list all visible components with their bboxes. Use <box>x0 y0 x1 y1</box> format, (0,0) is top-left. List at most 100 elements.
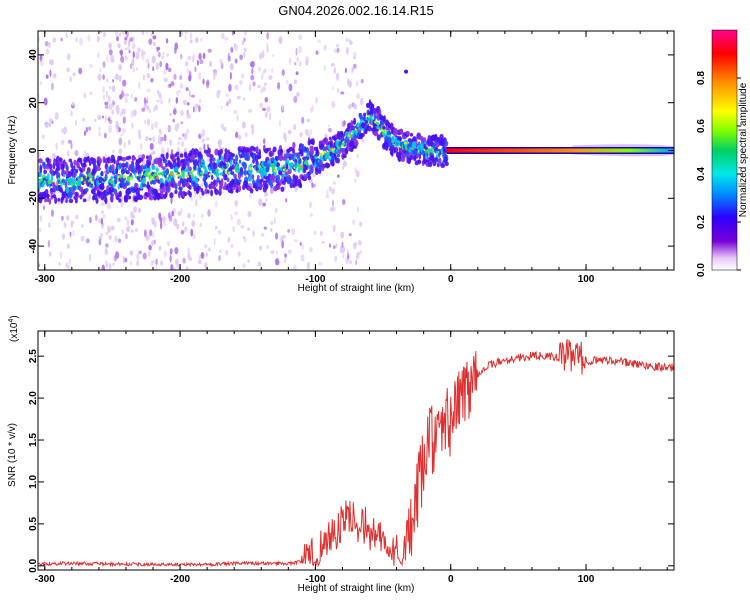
spectral-noise-mark <box>344 67 347 73</box>
spectral-noise-mark <box>70 220 74 228</box>
spectral-band-mark <box>289 182 294 189</box>
colorbar-gradient <box>711 29 738 271</box>
spectral-noise-mark <box>148 38 153 45</box>
spectral-noise-mark <box>243 37 246 43</box>
spectral-noise-mark <box>217 229 222 235</box>
spectral-noise-mark <box>182 257 186 264</box>
spectral-noise-mark <box>287 129 292 135</box>
spectral-noise-mark <box>355 259 358 266</box>
spectral-noise-mark <box>231 31 235 36</box>
spectral-noise-mark <box>101 264 105 270</box>
spectral-noise-mark <box>158 128 162 134</box>
spectral-noise-mark <box>281 69 285 76</box>
spectral-noise-mark <box>126 219 130 226</box>
spectral-band-mark <box>183 191 188 197</box>
spectral-noise-mark <box>130 261 133 266</box>
spectral-noise-mark <box>309 201 312 209</box>
spectral-noise-mark <box>179 75 183 81</box>
spectral-noise-mark <box>306 118 311 123</box>
spectral-noise-mark <box>148 109 152 114</box>
spectral-noise-mark <box>108 235 112 240</box>
spectral-peak-mark <box>319 152 323 156</box>
spectral-noise-mark <box>98 218 101 224</box>
spectral-noise-mark <box>266 45 269 54</box>
spectral-noise-mark <box>219 249 222 253</box>
spectral-noise-mark <box>270 250 275 255</box>
spectral-noise-mark <box>200 37 203 42</box>
spectral-noise-mark <box>121 229 124 235</box>
spectral-noise-mark <box>236 114 239 122</box>
spectral-band-mark <box>397 155 402 162</box>
spectral-noise-mark <box>327 124 330 128</box>
spectral-noise-mark <box>236 95 241 100</box>
spectral-band-mark <box>240 146 244 151</box>
spectral-noise-mark <box>124 257 128 263</box>
spectral-noise-mark <box>252 230 255 237</box>
spectral-noise-mark <box>340 231 344 239</box>
spectral-noise-mark <box>63 221 67 229</box>
snr-multiplier-exp: 4 <box>8 319 15 323</box>
spectral-noise-mark <box>70 110 73 117</box>
spectral-noise-mark <box>163 217 167 221</box>
spectral-noise-mark <box>152 35 157 40</box>
spectral-band-mark <box>315 168 319 176</box>
spectral-noise-mark <box>152 41 156 47</box>
spectral-band-mark <box>215 168 219 173</box>
spectral-noise-mark <box>207 48 212 53</box>
spectral-noise-mark <box>355 80 358 87</box>
spectral-noise-mark <box>122 31 125 35</box>
spectral-noise-mark <box>52 37 57 43</box>
snr-multiplier-base: (x10 <box>9 322 20 342</box>
spectral-noise-mark <box>228 98 232 105</box>
spectral-noise-mark <box>43 97 48 106</box>
spectral-band-mark <box>229 188 234 194</box>
spectral-noise-mark <box>131 42 136 50</box>
spectral-band-mark <box>281 180 286 185</box>
spectral-peak-mark <box>48 181 52 185</box>
spectral-noise-mark <box>105 90 109 98</box>
spectral-band-mark <box>336 153 341 158</box>
spectral-noise-mark <box>124 93 130 97</box>
spectral-band-mark <box>333 152 337 159</box>
spectral-band-mark <box>328 136 332 141</box>
spectral-noise-mark <box>190 228 194 237</box>
spectral-band-mark <box>111 195 114 203</box>
spectral-band-mark <box>261 178 264 183</box>
spectral-noise-mark <box>309 129 313 136</box>
spectral-band-mark <box>68 198 74 204</box>
spectral-noise-mark <box>122 128 126 134</box>
spectral-noise-mark <box>65 32 68 39</box>
spectral-band-mark <box>165 162 168 168</box>
spectral-noise-mark <box>148 250 151 258</box>
spectral-noise-mark <box>235 131 239 139</box>
spectral-band-mark <box>240 149 246 154</box>
spectral-noise-mark <box>243 47 247 53</box>
spectral-peak-mark <box>129 176 133 180</box>
spectral-noise-mark <box>301 243 304 251</box>
spectral-peak-mark <box>382 134 387 138</box>
spectral-noise-mark <box>328 186 332 192</box>
spectral-noise-mark <box>234 200 239 207</box>
spectral-band-mark <box>169 192 174 199</box>
spectral-noise-mark <box>195 199 198 207</box>
spectral-noise-mark <box>346 248 349 257</box>
spectral-noise-mark <box>166 241 171 247</box>
spectral-noise-mark <box>104 132 107 139</box>
spectral-noise-mark <box>271 67 274 74</box>
spectral-band-mark <box>342 154 347 158</box>
spectral-noise-mark <box>151 239 155 246</box>
spectral-band-mark <box>270 181 274 189</box>
spectral-noise-mark <box>120 133 124 137</box>
spectral-noise-mark <box>146 96 149 102</box>
spectral-band-mark <box>56 172 61 179</box>
spectral-noise-mark <box>180 53 183 60</box>
spectral-noise-mark <box>170 264 173 270</box>
spectral-band-mark <box>303 173 307 179</box>
spectral-noise-mark <box>60 37 63 42</box>
spectral-peak-mark <box>148 178 153 182</box>
spectral-noise-mark <box>166 84 170 88</box>
colorbar-tick-label: 0.8 <box>696 71 707 85</box>
spectral-noise-mark <box>67 139 72 144</box>
spectral-noise-mark <box>200 213 204 219</box>
